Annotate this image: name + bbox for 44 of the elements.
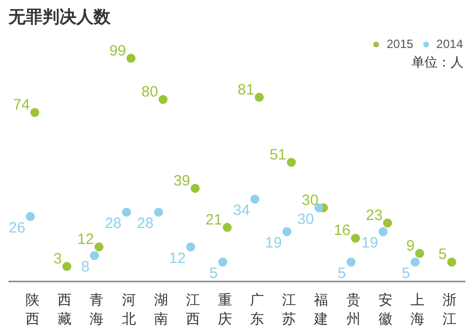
annotation: 单位：人: [412, 54, 464, 70]
data-label: 5: [338, 265, 346, 282]
data-label: 80: [141, 83, 158, 100]
chart-title: 无罪判决人数: [8, 8, 112, 28]
data-label: 28: [104, 215, 122, 232]
data-label: 30: [297, 210, 314, 228]
data-label: 30: [302, 192, 318, 209]
x-tick-label: 江西: [186, 292, 200, 328]
data-label: 51: [270, 146, 286, 164]
x-tick-label: 重庆: [218, 292, 232, 328]
x-tick-label: 贵州: [346, 292, 360, 328]
x-tick-label: 江苏: [282, 292, 296, 328]
data-label: 28: [136, 215, 154, 232]
data-label: 23: [366, 207, 383, 224]
data-label: 3: [54, 250, 62, 268]
x-tick-label: 陕西: [26, 292, 40, 328]
x-tick-label: 西藏: [58, 292, 72, 328]
data-label: 26: [8, 220, 26, 237]
data-label: 19: [361, 234, 378, 252]
data-label: 74: [13, 96, 30, 114]
data-label: 12: [77, 230, 94, 248]
x-tick-label: 广东: [250, 292, 264, 328]
x-tick-label: 湖南: [154, 292, 168, 328]
data-label: 21: [206, 211, 222, 228]
x-tick-label: 河北: [122, 292, 136, 328]
data-label: 5: [209, 265, 218, 282]
data-label: 8: [81, 258, 90, 276]
data-label: 81: [238, 81, 254, 98]
legend-label: 2014: [436, 37, 463, 51]
x-tick-label: 浙江: [442, 292, 456, 328]
data-label: 5: [402, 265, 410, 282]
data-label: 39: [173, 172, 190, 190]
data-label: 16: [334, 222, 350, 240]
data-label: 34: [233, 202, 250, 220]
data-label: 5: [438, 246, 447, 264]
data-label: 12: [168, 250, 186, 267]
x-tick-label: 安徽: [378, 292, 392, 328]
data-label: 9: [406, 237, 415, 254]
x-tick-label: 福建: [313, 292, 328, 328]
legend-label: 2015: [386, 37, 414, 51]
x-tick-label: 青海: [90, 292, 104, 328]
data-label: 99: [109, 42, 126, 60]
data-label: 19: [265, 234, 282, 252]
x-tick-label: 上海: [410, 292, 424, 328]
